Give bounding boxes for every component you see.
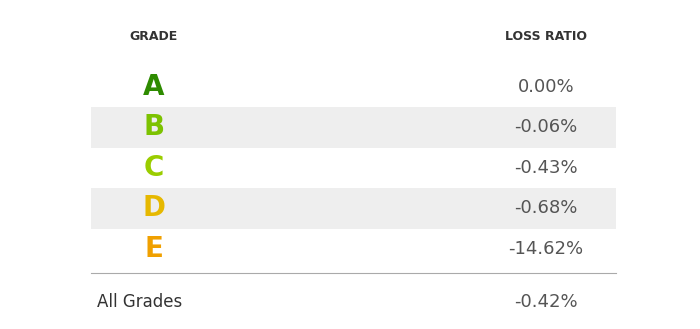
- Text: -0.06%: -0.06%: [514, 118, 578, 136]
- Text: D: D: [143, 194, 165, 222]
- Text: -14.62%: -14.62%: [508, 240, 584, 258]
- Text: All Grades: All Grades: [97, 293, 183, 311]
- Text: LOSS RATIO: LOSS RATIO: [505, 30, 587, 43]
- Text: B: B: [144, 113, 164, 141]
- Text: 0.00%: 0.00%: [518, 78, 574, 96]
- FancyBboxPatch shape: [91, 107, 616, 148]
- Text: -0.42%: -0.42%: [514, 293, 578, 311]
- Text: GRADE: GRADE: [130, 30, 178, 43]
- Text: -0.43%: -0.43%: [514, 159, 578, 177]
- Text: A: A: [144, 73, 164, 101]
- Text: E: E: [145, 235, 163, 263]
- Text: -0.68%: -0.68%: [514, 199, 578, 217]
- FancyBboxPatch shape: [91, 188, 616, 229]
- Text: C: C: [144, 154, 164, 182]
